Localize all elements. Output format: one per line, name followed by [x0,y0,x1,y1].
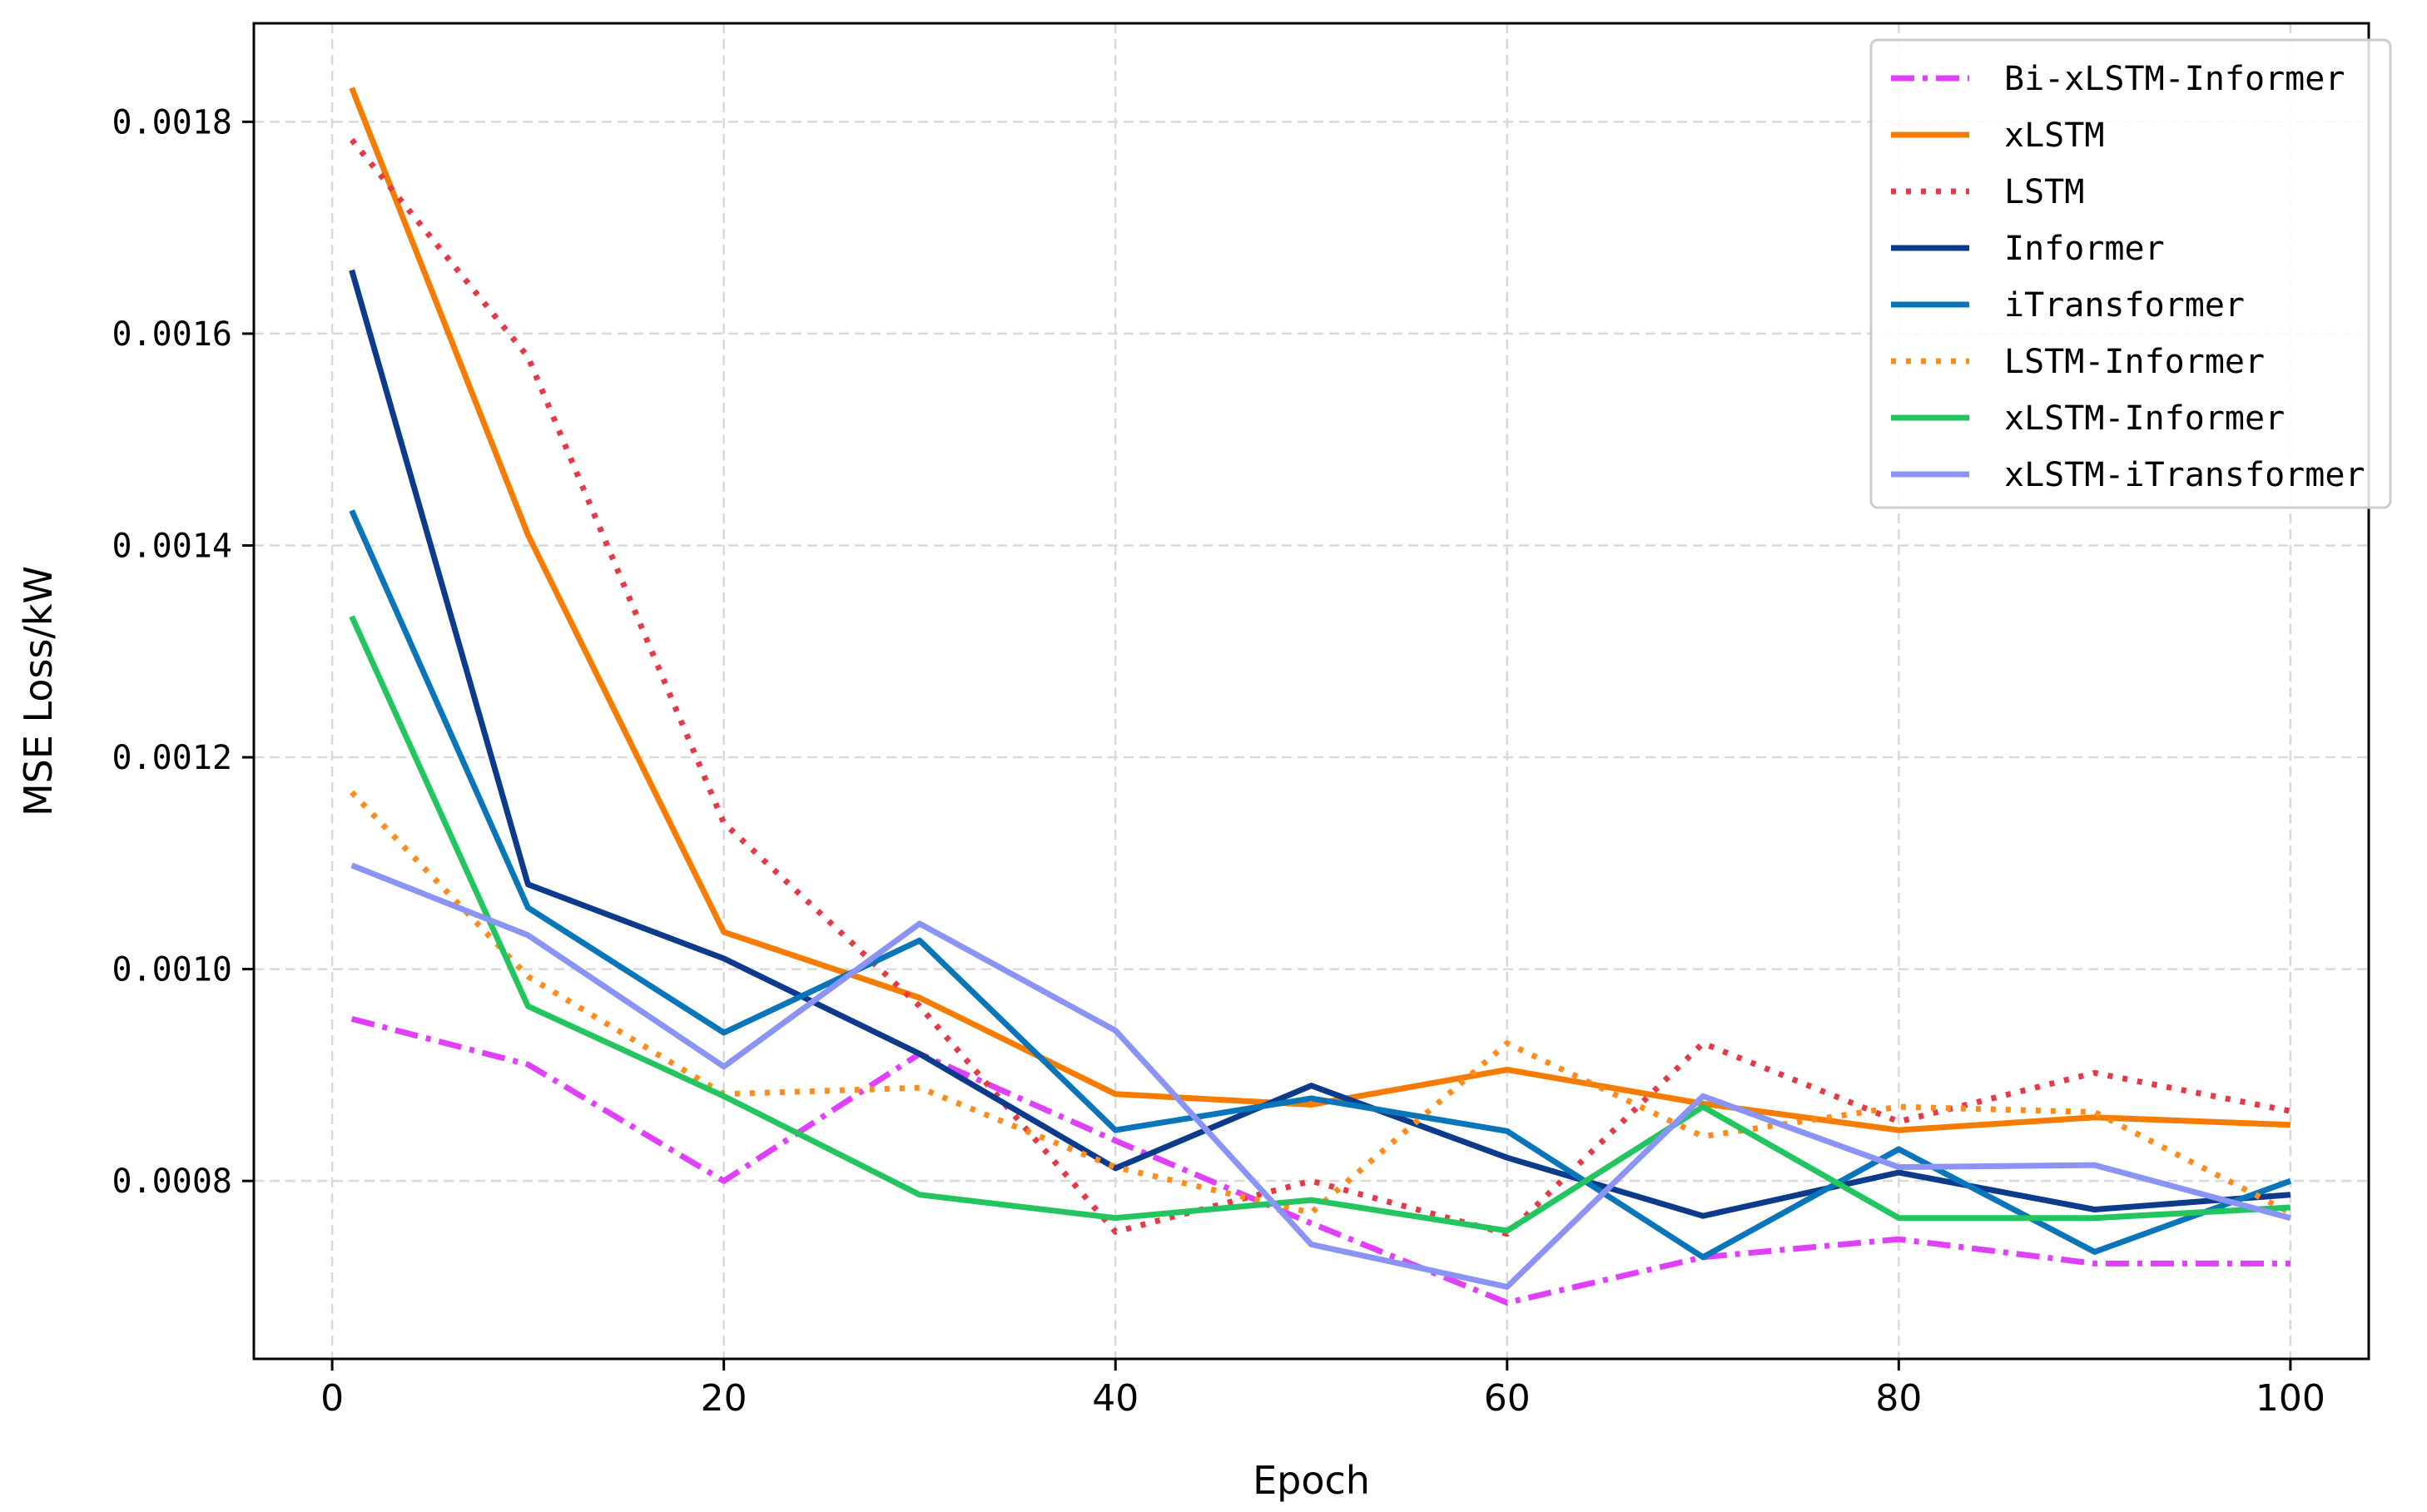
series-line-xlstm-itransformer [350,862,2291,1290]
x-tick-label: 20 [701,1377,747,1420]
y-tick-label: 0.0016 [112,315,233,354]
x-tick-label: 0 [320,1377,344,1420]
legend-label: iTransformer [2004,286,2245,325]
legend-box [1869,38,2392,509]
series-line-lstm-informer [350,790,2292,1216]
plot-frame [252,22,2370,1361]
legend-label: xLSTM [2004,116,2104,155]
x-axis-title: Epoch [1253,1458,1370,1503]
legend: Bi-xLSTM-Informer xLSTM LSTM Informer iTrans… [1869,38,2392,509]
series-line-bi-xlstm-informer [350,1016,2291,1306]
axis-ticks: 0 20 40 60 80 100 0.0008 0.0010 0.0012 0.0014 0.00… [112,103,2325,1420]
series-line-lstm [349,137,2291,1237]
legend-label: LSTM-Informer [2004,343,2265,381]
legend-label: LSTM [2004,173,2084,211]
x-tick-label: 100 [2256,1377,2325,1420]
legend-label: xLSTM-Informer [2004,399,2285,438]
series-lines [349,87,2292,1306]
legend-label: Bi-xLSTM-Informer [2004,60,2345,98]
y-tick-label: 0.0008 [112,1163,233,1201]
y-tick-label: 0.0018 [112,103,233,141]
series-line-xlstm [349,87,2291,1133]
x-tick-label: 80 [1875,1377,1922,1420]
y-tick-label: 0.0014 [112,527,233,565]
x-tick-label: 40 [1092,1377,1139,1420]
x-tick-label: 60 [1484,1377,1531,1420]
y-tick-label: 0.0010 [112,951,233,989]
series-line-xlstm-informer [349,615,2291,1234]
legend-label: Informer [2004,230,2165,268]
series-line-itransformer [349,509,2292,1261]
legend-label: xLSTM-iTransformer [2004,456,2365,494]
y-axis-title: MSE Loss/kW [16,566,61,816]
y-tick-label: 0.0012 [112,739,233,777]
